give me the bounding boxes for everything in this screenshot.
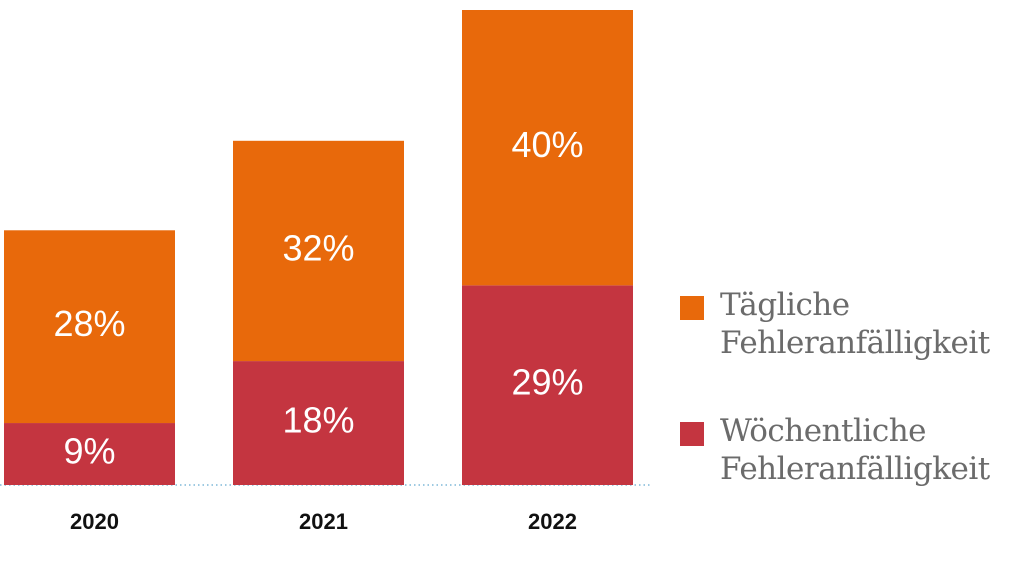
legend-label: Tägliche Fehleranfälligkeit [720,287,990,361]
data-label: 28% [53,303,125,344]
bar-segment [233,140,404,362]
data-label: 40% [511,124,583,165]
legend-swatch [680,422,704,446]
data-label: 32% [282,227,354,268]
x-tick-label: 2021 [299,509,348,534]
legend-item: Wöchentliche Fehleranfälligkeit [680,412,1020,488]
x-tick-label: 2022 [528,509,577,534]
legend-label: Wöchentliche Fehleranfälligkeit [720,413,990,487]
bar-segment [462,10,633,286]
chart: 9% 28% 2020 18% 32% 2021 29% 40% 2022 [0,10,650,534]
bar-segment [4,230,175,424]
legend-item: Tägliche Fehleranfälligkeit [680,286,1020,362]
bar-segment [462,285,633,485]
data-label: 9% [63,431,115,472]
data-label: 18% [282,400,354,441]
bar-segment [233,361,404,485]
legend-swatch [680,296,704,320]
data-label: 29% [511,362,583,403]
x-tick-label: 2020 [70,509,119,534]
bar-segment [4,423,175,485]
